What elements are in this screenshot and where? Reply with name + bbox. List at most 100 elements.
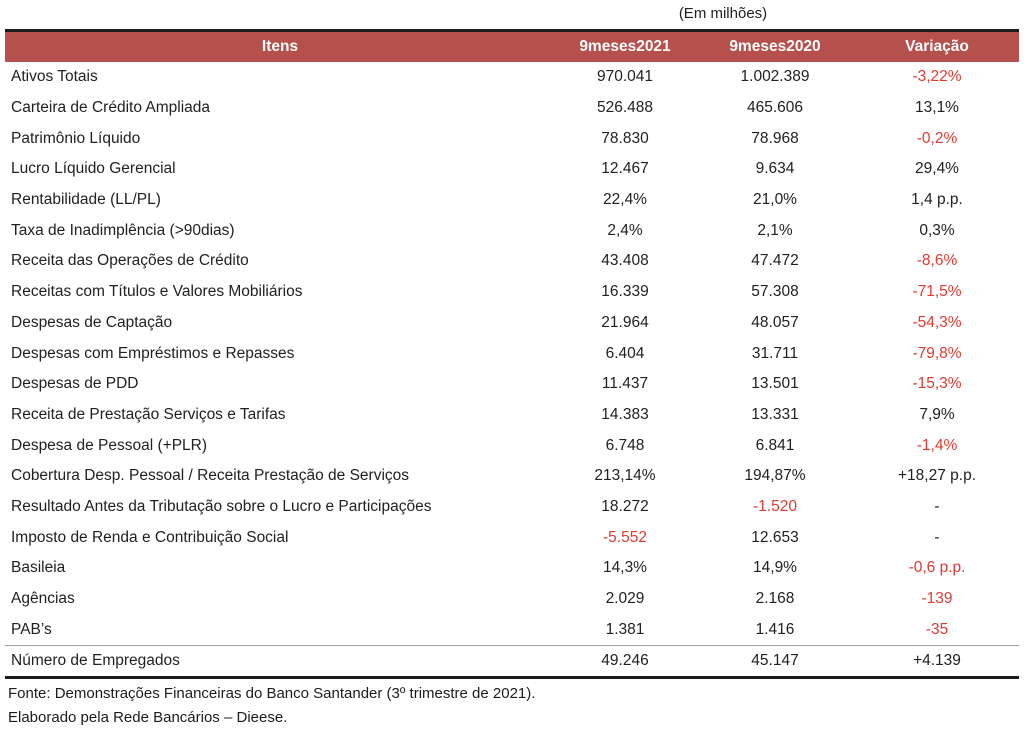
row-label: Rentabilidade (LL/PL): [11, 191, 161, 209]
cell-variacao: -8,6%: [916, 252, 958, 270]
cell-9meses2020: 2,1%: [757, 221, 793, 239]
cell-9meses2020: 78.968: [751, 129, 799, 147]
cell-variacao: -3,22%: [912, 68, 962, 86]
table-row: Número de Empregados 49.246 45.147 +4.13…: [5, 645, 1019, 676]
col-header-variacao: Variação: [905, 38, 969, 55]
elaboration-line: Elaborado pela Rede Bancários – Dieese.: [8, 708, 288, 726]
table-body: Ativos Totais 970.041 1.002.389 -3,22% C…: [5, 62, 1019, 676]
cell-variacao: -35: [925, 620, 949, 638]
cell-9meses2020: 47.472: [751, 252, 799, 270]
cell-variacao: -79,8%: [912, 344, 962, 362]
cell-9meses2020: 45.147: [751, 651, 799, 669]
cell-9meses2021: 526.488: [596, 99, 654, 117]
cell-9meses2020: 12.653: [751, 528, 799, 546]
cell-variacao: 29,4%: [915, 160, 959, 178]
row-label: Receita das Operações de Crédito: [11, 252, 249, 270]
cell-variacao: -71,5%: [912, 283, 962, 301]
row-label: Despesas de PDD: [11, 375, 139, 393]
cell-variacao: -54,3%: [912, 313, 962, 331]
row-label: Patrimônio Líquido: [11, 129, 141, 147]
cell-9meses2021: 22,4%: [603, 191, 647, 209]
cell-9meses2021: 6.748: [605, 436, 645, 454]
cell-9meses2021: 18.272: [601, 497, 649, 515]
row-label: Ativos Totais: [11, 68, 98, 86]
cell-9meses2021: 970.041: [596, 68, 654, 86]
table-row: Agências 2.029 2.168 -139: [5, 583, 1019, 615]
cell-9meses2021: 1.381: [605, 620, 645, 638]
cell-variacao: 13,1%: [915, 99, 959, 117]
col-header-9meses2020: 9meses2020: [729, 38, 821, 55]
row-label: Cobertura Desp. Pessoal / Receita Presta…: [11, 467, 410, 485]
cell-9meses2020: 57.308: [751, 283, 799, 301]
cell-9meses2021: 16.339: [601, 283, 649, 301]
cell-variacao: -0,2%: [916, 129, 958, 147]
cell-variacao: 1,4 p.p.: [911, 191, 963, 209]
cell-9meses2021: 14,3%: [603, 559, 647, 577]
cell-9meses2020: 1.002.389: [740, 68, 810, 86]
financial-table: Itens 9meses2021 9meses2020 Variação Ati…: [5, 29, 1019, 679]
table-row: Basileia 14,3% 14,9% -0,6 p.p.: [5, 553, 1019, 584]
cell-variacao: +4.139: [913, 651, 961, 669]
row-label: Resultado Antes da Tributação sobre o Lu…: [11, 497, 432, 515]
col-header-itens: Itens: [261, 38, 299, 55]
row-label: Despesa de Pessoal (+PLR): [11, 436, 208, 454]
row-label: Receita de Prestação Serviços e Tarifas: [11, 405, 286, 423]
source-line: Fonte: Demonstrações Financeiras do Banc…: [8, 685, 536, 702]
table-row: Taxa de Inadimplência (>90dias) 2,4% 2,1…: [5, 215, 1019, 247]
cell-9meses2021: 43.408: [601, 252, 649, 270]
cell-9meses2020: 21,0%: [753, 191, 797, 209]
cell-9meses2020: 194,87%: [744, 467, 806, 485]
row-label: Basileia: [11, 559, 66, 577]
cell-9meses2021: 21.964: [601, 313, 649, 331]
row-label: Número de Empregados: [11, 651, 180, 669]
row-label: Receitas com Títulos e Valores Mobiliári…: [11, 283, 303, 301]
table-row: Despesa de Pessoal (+PLR) 6.748 6.841 -1…: [5, 430, 1019, 461]
cell-variacao: 7,9%: [919, 405, 955, 423]
cell-9meses2020: 1.416: [755, 620, 795, 638]
cell-9meses2020: 48.057: [751, 313, 799, 331]
cell-variacao: -15,3%: [912, 375, 962, 393]
cell-9meses2020: 2.168: [755, 590, 795, 608]
source-note: Fonte: Demonstrações Financeiras do Banc…: [8, 682, 535, 729]
table-row: Imposto de Renda e Contribuição Social -…: [5, 522, 1019, 553]
cell-9meses2021: 78.830: [601, 129, 649, 147]
cell-9meses2021: 49.246: [601, 651, 649, 669]
row-label: PAB’s: [11, 620, 52, 638]
table-row: Resultado Antes da Tributação sobre o Lu…: [5, 491, 1019, 523]
cell-9meses2021: 14.383: [601, 405, 649, 423]
row-label: Taxa de Inadimplência (>90dias): [11, 221, 235, 239]
cell-variacao: -: [934, 497, 940, 515]
cell-9meses2021: -5.552: [603, 528, 647, 546]
cell-9meses2020: 13.331: [751, 405, 799, 423]
cell-variacao: -139: [921, 590, 953, 608]
cell-9meses2021: 2.029: [605, 590, 645, 608]
cell-9meses2020: 465.606: [746, 99, 804, 117]
cell-variacao: +18,27 p.p.: [898, 467, 976, 485]
cell-9meses2020: 31.711: [751, 344, 799, 362]
table-row: Despesas com Empréstimos e Repasses 6.40…: [5, 338, 1019, 369]
table-row: Carteira de Crédito Ampliada 526.488 465…: [5, 92, 1019, 124]
cell-9meses2020: 13.501: [751, 375, 799, 393]
table-header-row: Itens 9meses2021 9meses2020 Variação: [5, 32, 1019, 62]
row-label: Despesas de Captação: [11, 313, 173, 331]
cell-variacao: 0,3%: [919, 221, 955, 239]
cell-variacao: -1,4%: [916, 436, 958, 454]
table-row: Rentabilidade (LL/PL) 22,4% 21,0% 1,4 p.…: [5, 184, 1019, 216]
row-label: Carteira de Crédito Ampliada: [11, 99, 211, 117]
cell-9meses2020: -1.520: [753, 497, 797, 515]
cell-9meses2021: 2,4%: [607, 221, 643, 239]
row-label: Imposto de Renda e Contribuição Social: [11, 528, 289, 546]
cell-9meses2021: 213,14%: [594, 467, 656, 485]
table-row: Patrimônio Líquido 78.830 78.968 -0,2%: [5, 123, 1019, 155]
row-label: Lucro Líquido Gerencial: [11, 160, 176, 178]
cell-9meses2020: 14,9%: [753, 559, 797, 577]
cell-9meses2021: 6.404: [605, 344, 645, 362]
table-row: Receita de Prestação Serviços e Tarifas …: [5, 399, 1019, 431]
table-row: Lucro Líquido Gerencial 12.467 9.634 29,…: [5, 154, 1019, 185]
table-row: Despesas de PDD 11.437 13.501 -15,3%: [5, 368, 1019, 400]
unit-label: (Em milhões): [678, 5, 768, 22]
table-row: Receitas com Títulos e Valores Mobiliári…: [5, 276, 1019, 308]
cell-9meses2020: 9.634: [755, 160, 795, 178]
row-label: Agências: [11, 590, 75, 608]
